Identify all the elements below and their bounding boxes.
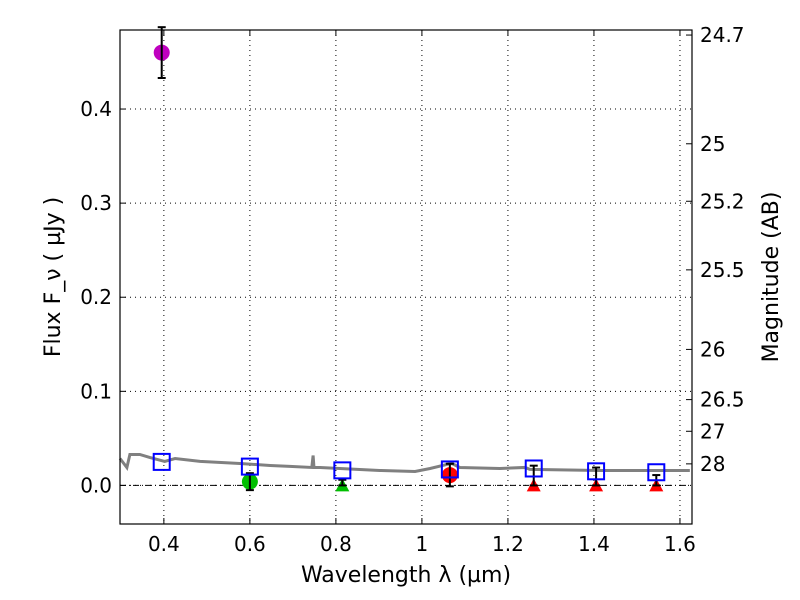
mag-tick-label: 25.5	[700, 258, 745, 282]
sed-model-line	[118, 452, 690, 473]
error-bar	[445, 462, 454, 488]
model-photometry-square	[587, 462, 606, 481]
y-tick-label: 0.2	[80, 285, 112, 309]
mag-tick-label: 26	[700, 337, 725, 361]
x-tick-label: 1	[416, 532, 429, 556]
model-photometry-square	[524, 459, 543, 478]
plot-marks	[118, 26, 692, 492]
x-tick-label: 1.2	[492, 532, 524, 556]
x-tick-label: 0.6	[234, 532, 266, 556]
model-photometry-square	[647, 463, 666, 482]
plot-frame	[119, 29, 693, 525]
error-bar	[338, 478, 347, 487]
error-bar	[592, 466, 601, 487]
x-tick-label: 1.6	[664, 532, 696, 556]
model-photometry-square	[440, 460, 459, 479]
mag-tick-label: 25	[700, 132, 725, 156]
x-tick-label: 0.4	[148, 532, 180, 556]
y-tick-label: 0.1	[80, 379, 112, 403]
x-tick-label: 1.4	[578, 532, 610, 556]
y-tick-label: 0.0	[80, 473, 112, 497]
x-axis-label: Wavelength λ (µm)	[301, 563, 511, 588]
model-photometry-square	[152, 452, 171, 471]
axes: 0.4 0.6 0.8 1 1.2 1.4 1.6 0.0 0.1 0.2 0.3 0.4 24.7 25…	[80, 23, 744, 556]
error-bar	[245, 472, 254, 492]
y-tick-label: 0.3	[80, 191, 112, 215]
x-tick-label: 0.8	[320, 532, 352, 556]
model-photometry-square	[240, 457, 259, 476]
y-axis-label: Flux F_ν ( µJy )	[41, 197, 66, 357]
y-tick-label: 0.4	[80, 97, 112, 121]
mag-tick-label: 24.7	[700, 23, 745, 47]
mag-tick-label: 28	[700, 452, 725, 476]
mag-tick-label: 27	[700, 419, 725, 443]
grid	[120, 30, 692, 524]
error-bar	[157, 26, 166, 79]
mag-tick-label: 26.5	[700, 388, 745, 412]
y-axis-right-label: Magnitude (AB)	[759, 192, 784, 363]
model-photometry-square	[333, 461, 352, 480]
mag-tick-label: 25.2	[700, 189, 745, 213]
